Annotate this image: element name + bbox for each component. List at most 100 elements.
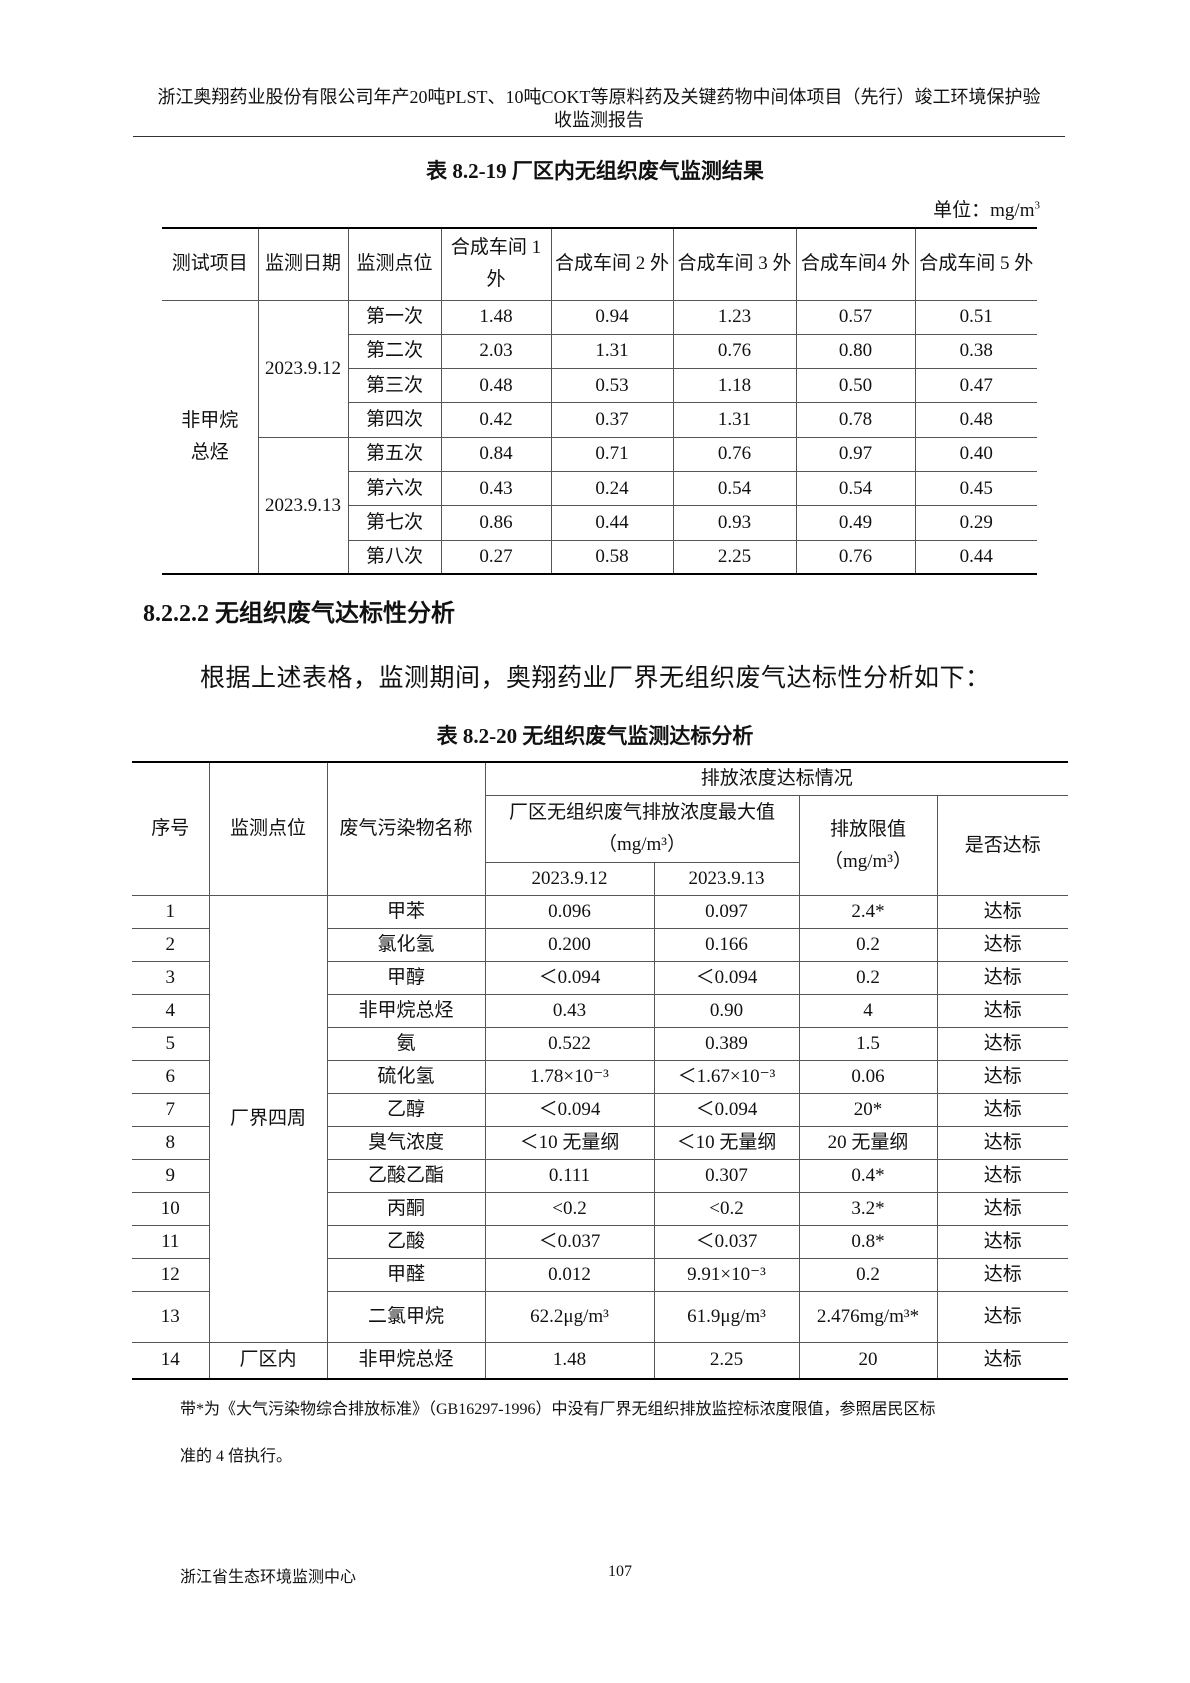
table-row: 非甲烷总烃 2023.9.12 第一次 1.48 0.94 1.23 0.57 0.51	[162, 299, 1037, 575]
d2-cell: 0.097	[653, 895, 800, 929]
value-cell: 0.93	[672, 505, 797, 541]
value-cell: 0.48	[914, 402, 1037, 438]
table-row: 第四次 0.42 0.37 1.31 0.78 0.48	[162, 402, 1037, 438]
d1-cell: 0.096	[484, 895, 655, 929]
d2-cell: <0.2	[653, 1192, 800, 1226]
sample-label: 第二次	[348, 333, 442, 370]
limit-cell: 0.4*	[798, 1159, 938, 1193]
d2-cell: 0.90	[653, 994, 800, 1028]
footer-org: 浙江省生态环境监测中心	[180, 1569, 357, 1586]
table-row: 第六次 0.43 0.24 0.54 0.54 0.45	[162, 470, 1037, 507]
table1-header-row: 测试项目 监测日期 监测点位 合成车间 1 外合成车间 2 外合成车间 3 外合成车间…	[162, 227, 1037, 301]
table-row: 9 乙酸乙酯 0.111 0.307 0.4* 达标	[132, 1159, 1068, 1193]
table-row: 第三次 0.48 0.53 1.18 0.50 0.47	[162, 368, 1037, 404]
limit-cell: 20 无量纲	[798, 1126, 938, 1160]
ok-cell: 达标	[936, 928, 1068, 962]
value-cell: 1.48	[440, 299, 552, 335]
name-cell: 乙酸	[326, 1225, 486, 1259]
seq-cell: 5	[132, 1027, 210, 1061]
value-cell: 0.51	[914, 299, 1037, 335]
sample-label: 第一次	[347, 299, 442, 335]
table-row: 2 氯化氢 0.200 0.166 0.2 达标	[132, 928, 1068, 962]
header-date2: 2023.9.13	[653, 862, 800, 896]
table-row: 12 甲醛 0.012 9.91×10⁻³ 0.2 达标	[132, 1258, 1068, 1292]
d2-cell: 2.25	[653, 1342, 800, 1379]
ok-cell: 达标	[936, 895, 1068, 929]
value-cell: 0.49	[795, 505, 916, 541]
seq-cell: 6	[132, 1060, 210, 1094]
value-cell: 1.31	[550, 333, 674, 370]
seq-cell: 7	[132, 1093, 210, 1127]
value-cell: 0.53	[550, 368, 674, 404]
value-cell: 0.44	[914, 539, 1037, 575]
limit-cell: 2.4*	[798, 895, 938, 929]
seq-cell: 9	[132, 1159, 210, 1193]
ok-cell: 达标	[936, 1060, 1068, 1094]
header-line1: 浙江奥翔药业股份有限公司年产20吨PLST、10吨COKT等原料药及关键药物中间…	[157, 87, 1041, 107]
limit-cell: 0.2	[798, 1258, 938, 1292]
d1-cell: 0.111	[484, 1159, 655, 1193]
header-point: 监测点位	[208, 761, 328, 896]
table2-title: 表 8.2-20 无组织废气监测达标分析	[436, 724, 754, 748]
d1-cell: ＜0.037	[484, 1225, 655, 1259]
ok-cell: 达标	[936, 1126, 1068, 1160]
page-number: 107	[608, 1563, 632, 1580]
limit-cell: 0.2	[798, 961, 938, 995]
table-row: 2023.9.13 第五次 0.84 0.71 0.76 0.97 0.40	[162, 436, 1037, 575]
d1-cell: 1.78×10⁻³	[484, 1060, 655, 1094]
value-cell: 0.54	[795, 470, 916, 507]
ok-cell: 达标	[936, 994, 1068, 1028]
seq-cell: 13	[132, 1291, 210, 1343]
ok-cell: 达标	[936, 961, 1068, 995]
date-cell: 2023.9.12	[257, 299, 349, 438]
limit-cell: 3.2*	[798, 1192, 938, 1226]
sample-label: 第八次	[348, 539, 442, 575]
header-date1: 2023.9.12	[485, 862, 655, 896]
value-cell: 0.97	[795, 436, 916, 472]
table-row: 14 厂区内 非甲烷总烃 1.48 2.25 20 达标	[132, 1342, 1068, 1379]
limit-cell: 0.06	[798, 1060, 938, 1094]
limit-cell: 1.5	[798, 1027, 938, 1061]
table2: 序号 监测点位 废气污染物名称 排放浓度达标情况 厂区无组织废气排放浓度最大值（…	[132, 761, 1068, 1380]
column-header: 合成车间 1 外	[440, 227, 552, 301]
column-header: 监测点位	[347, 227, 442, 301]
seq-cell: 12	[132, 1258, 210, 1292]
point-cell: 厂界四周	[208, 895, 328, 1343]
unit-sup: 3	[1034, 199, 1041, 212]
value-cell: 1.31	[672, 402, 797, 438]
ok-cell: 达标	[936, 1342, 1068, 1379]
value-cell: 0.78	[795, 402, 916, 438]
value-cell: 0.50	[795, 368, 916, 404]
value-cell: 1.23	[672, 299, 797, 335]
d1-cell: 0.012	[484, 1258, 655, 1292]
d2-cell: 61.9μg/m³	[653, 1291, 800, 1343]
header-divider	[133, 136, 1065, 137]
value-cell: 0.86	[440, 505, 552, 541]
sample-label: 第七次	[348, 505, 442, 541]
ok-cell: 达标	[936, 1093, 1068, 1127]
table-row: 11 乙酸 ＜0.037 ＜0.037 0.8* 达标	[132, 1225, 1068, 1259]
value-cell: 0.57	[795, 299, 916, 335]
column-header: 合成车间 3 外	[672, 227, 797, 301]
ok-cell: 达标	[936, 1192, 1068, 1226]
limit-cell: 0.8*	[798, 1225, 938, 1259]
value-cell: 0.38	[914, 333, 1037, 370]
paragraph: 根据上述表格，监测期间，奥翔药业厂界无组织废气达标性分析如下：	[200, 665, 991, 692]
limit-cell: 0.2	[798, 928, 938, 962]
table-row: 13 二氯甲烷 62.2μg/m³ 61.9μg/m³ 2.476mg/m³* 达标	[132, 1291, 1068, 1343]
name-cell: 臭气浓度	[326, 1126, 486, 1160]
value-cell: 0.76	[795, 539, 916, 575]
header-line2: 收监测报告	[554, 110, 644, 130]
value-cell: 0.76	[672, 436, 797, 472]
seq-cell: 11	[132, 1225, 210, 1259]
d1-cell: <0.2	[484, 1192, 655, 1226]
value-cell: 0.42	[440, 402, 552, 438]
value-cell: 0.94	[550, 299, 674, 335]
sample-label: 第四次	[348, 402, 442, 438]
header-ok: 是否达标	[936, 795, 1068, 896]
seq-cell: 3	[132, 961, 210, 995]
value-cell: 0.71	[550, 436, 674, 472]
value-cell: 0.76	[672, 333, 797, 370]
name-cell: 乙酸乙酯	[326, 1159, 486, 1193]
value-cell: 0.84	[440, 436, 552, 472]
